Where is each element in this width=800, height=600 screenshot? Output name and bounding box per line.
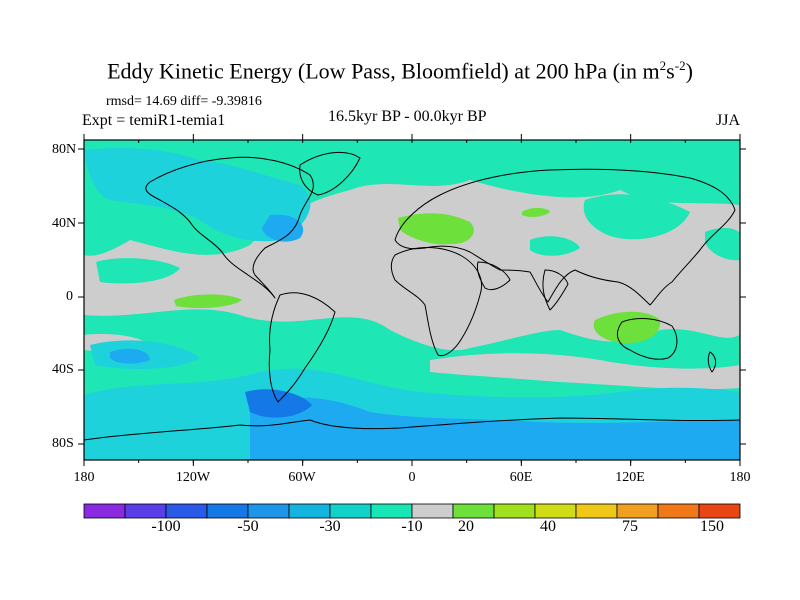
lon-label-120w: 120W xyxy=(175,470,211,485)
stats-label: rmsd= 14.69 diff= -9.39816 xyxy=(106,94,262,109)
lon-label-60e: 60E xyxy=(509,470,533,485)
west-pacific-patch xyxy=(705,228,740,261)
chart-title: Eddy Kinetic Energy (Low Pass, Bloomfiel… xyxy=(0,58,800,84)
north-america-outline xyxy=(145,156,314,299)
colorbar-swatch xyxy=(657,503,700,519)
experiment-label: Expt = temiR1-temia1 xyxy=(82,112,226,129)
lon-label-120e: 120E xyxy=(615,470,645,485)
colorbar-swatch xyxy=(452,503,495,519)
colorbar-swatch xyxy=(329,503,372,519)
south-indian-gap xyxy=(430,353,740,390)
colorbar-swatch xyxy=(411,503,454,519)
title-unit-s: s xyxy=(666,58,675,84)
colorbar-label: -50 xyxy=(237,518,259,535)
colorbar-swatch xyxy=(698,503,741,519)
lon-label-0: 0 xyxy=(408,470,416,485)
season-label: JJA xyxy=(716,112,741,129)
new-zealand-outline xyxy=(707,351,717,373)
period-label: 16.5kyr BP - 00.0kyr BP xyxy=(328,108,487,125)
lon-label-60w: 60W xyxy=(288,470,316,485)
lon-label-180e: 180 xyxy=(729,470,751,485)
colorbar-swatch xyxy=(575,503,618,519)
colorbar-swatch xyxy=(534,503,577,519)
lat-label-40s: 40S xyxy=(52,362,74,377)
northern-cyan-patch xyxy=(84,148,311,242)
east-pacific-anomaly xyxy=(174,294,242,308)
colorbar-swatch xyxy=(247,503,290,519)
northern-blue-patch xyxy=(262,214,304,242)
colorbar xyxy=(83,503,741,519)
title-close: ) xyxy=(685,58,693,84)
arabia-outline xyxy=(477,261,511,291)
colorbar-label: -10 xyxy=(401,518,423,535)
south-america-outline xyxy=(268,292,336,403)
colorbar-swatch xyxy=(165,503,208,519)
siberia-patch xyxy=(583,194,690,240)
lat-label-0: 0 xyxy=(66,289,73,304)
pacific-north-patch xyxy=(96,258,180,284)
australia-anomaly xyxy=(593,311,661,344)
colorbar-swatch xyxy=(493,503,536,519)
colorbar-swatch xyxy=(206,503,249,519)
mediterranean-anomaly xyxy=(398,213,474,245)
africa-outline xyxy=(390,247,483,357)
colorbar-swatch xyxy=(370,503,413,519)
lon-label-180w: 180 xyxy=(73,470,95,485)
colorbar-label: 150 xyxy=(700,518,724,535)
coastlines xyxy=(84,151,740,441)
lat-label-80n: 80N xyxy=(52,142,77,157)
south-pacific-blue xyxy=(110,348,150,364)
india-outline xyxy=(542,269,569,311)
colorbar-label: 75 xyxy=(622,518,638,535)
australia-outline xyxy=(617,318,678,360)
colorbar-swatch xyxy=(288,503,331,519)
title-text: Eddy Kinetic Energy (Low Pass, Bloomfiel… xyxy=(107,58,660,84)
contour-field xyxy=(84,140,740,460)
drake-passage-core xyxy=(245,389,312,418)
axis-ticks xyxy=(78,134,746,466)
east-asia-patch xyxy=(530,236,580,256)
colorbar-swatch xyxy=(124,503,167,519)
title-exponent-1: 2 xyxy=(659,58,667,73)
central-asia-anomaly xyxy=(522,207,550,217)
antarctica-outline xyxy=(84,417,740,441)
colorbar-swatch xyxy=(616,503,659,519)
southern-blue-band xyxy=(250,397,740,460)
colorbar-label: 20 xyxy=(458,518,474,535)
colorbar-label: -30 xyxy=(319,518,341,535)
lat-label-40n: 40N xyxy=(52,216,77,231)
title-exponent-2: -2 xyxy=(674,58,686,73)
colorbar-swatch xyxy=(83,503,126,519)
lat-label-80s: 80S xyxy=(52,436,74,451)
colorbar-label: -100 xyxy=(151,518,181,535)
greenland-outline xyxy=(299,151,361,196)
colorbar-label: 40 xyxy=(540,518,556,535)
